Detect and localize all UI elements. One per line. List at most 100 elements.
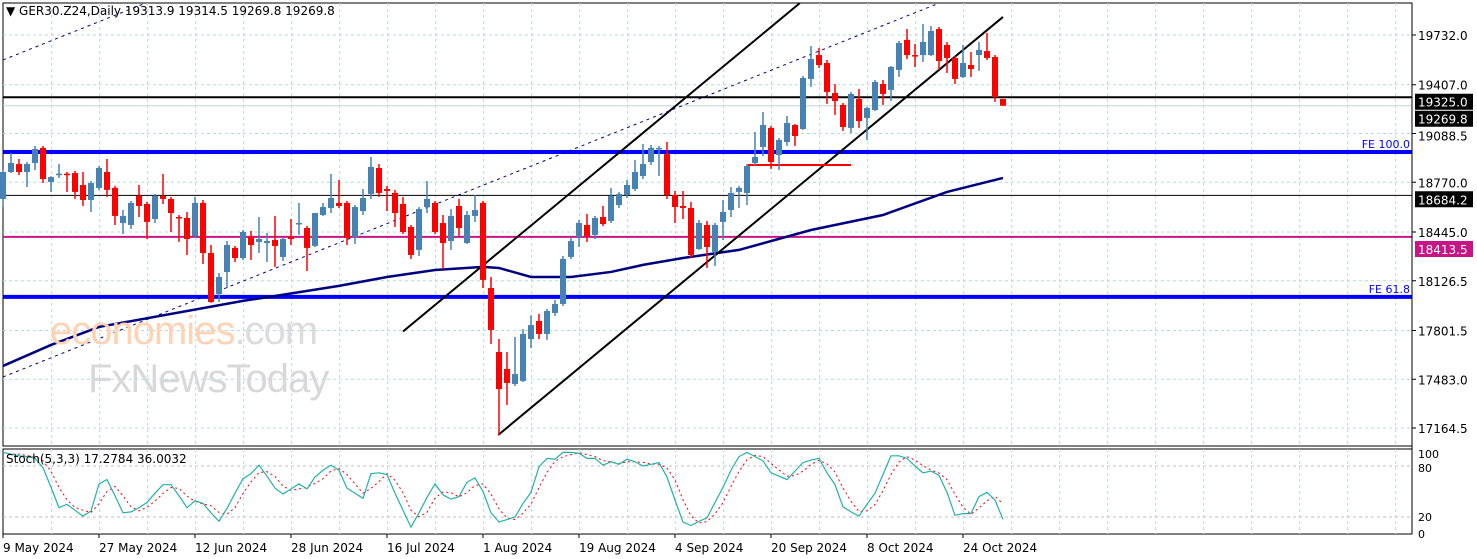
candle-body [920, 42, 926, 56]
candle [752, 131, 758, 167]
candle [288, 218, 294, 246]
candle-body [320, 207, 326, 216]
candle [352, 205, 358, 244]
candle-body [56, 173, 62, 176]
candle-body [968, 65, 974, 69]
candle-body [40, 147, 46, 180]
candle-body [480, 202, 486, 280]
candle [480, 200, 486, 289]
candle [256, 216, 262, 253]
candle [768, 125, 774, 169]
candle-body [880, 83, 886, 94]
candle [416, 207, 422, 257]
candle-body [392, 192, 398, 214]
candle-body [736, 187, 742, 192]
candle-body [608, 196, 614, 221]
candle-body [992, 57, 998, 97]
candle-body [632, 171, 638, 189]
date-tick-label: 1 Aug 2024 [483, 541, 552, 555]
candle [952, 55, 958, 84]
candle-body [336, 202, 342, 206]
candle-body [80, 185, 86, 201]
candle-body [328, 198, 334, 208]
candle-body [96, 168, 102, 188]
candle-body [696, 222, 702, 249]
candle [680, 190, 686, 219]
candle [920, 23, 926, 62]
candle-body [616, 194, 622, 206]
candle [88, 181, 94, 212]
price-tick-label: 19732.0 [1418, 29, 1468, 43]
candle [520, 329, 526, 383]
candle-body [280, 239, 286, 257]
candle [48, 176, 54, 192]
candle [144, 201, 150, 240]
candle-body [856, 98, 862, 122]
candle [640, 143, 646, 180]
candle [176, 215, 182, 242]
price-tag-label: 19269.8 [1418, 113, 1468, 127]
candle [72, 170, 78, 199]
candle [128, 200, 134, 229]
candle-body [272, 239, 278, 246]
candle-body [456, 205, 462, 229]
candle-body [88, 183, 94, 201]
candle [272, 215, 278, 267]
candle [656, 145, 662, 176]
collapse-triangle-icon[interactable]: ▼ [6, 4, 20, 18]
candle [16, 158, 22, 176]
candle [840, 102, 846, 131]
candle-body [232, 247, 238, 259]
candle [152, 194, 158, 223]
trendline-dotted-trend-upper [2, 2, 146, 61]
candle [736, 185, 742, 208]
candle [544, 308, 550, 340]
candle-body [48, 177, 54, 182]
candle-body [352, 207, 358, 237]
price-tag-label: 18413.5 [1418, 243, 1468, 257]
candle [800, 76, 806, 130]
ohlc-readout: 19313.9 19314.5 19269.8 19269.8 [124, 4, 335, 18]
candle-body [192, 202, 198, 236]
candle [568, 236, 574, 259]
candle [184, 211, 190, 255]
candle-body [560, 258, 566, 304]
candle [32, 145, 38, 171]
candle [560, 256, 566, 306]
candle-body [8, 162, 14, 172]
candle [624, 179, 630, 199]
candle-body [312, 213, 318, 246]
candle [240, 230, 246, 261]
price-tag-box [1415, 191, 1473, 208]
candle [64, 171, 70, 192]
candle-body [952, 57, 958, 79]
price-tag-label: 19325.0 [1418, 96, 1468, 110]
candle-body [816, 55, 822, 66]
candle-body [400, 203, 406, 232]
candle-body [552, 303, 558, 313]
candle-body [624, 185, 630, 195]
candle [760, 111, 766, 157]
candle-body [144, 203, 150, 222]
price-tick-label: 17801.5 [1418, 324, 1468, 338]
stoch-title: Stoch(5,3,3) 17.2784 36.0032 [6, 452, 187, 466]
candle-body [384, 188, 390, 191]
candle [704, 220, 710, 268]
candle-body [496, 352, 502, 390]
date-tick-label: 20 Sep 2024 [771, 541, 847, 555]
candle [248, 230, 254, 261]
candle-body [864, 108, 870, 118]
chart-title: ▼ GER30.Z24,Daily 19313.9 19314.5 19269.… [6, 4, 335, 18]
candle [600, 205, 606, 227]
candle-body [440, 222, 446, 244]
candle [192, 196, 198, 238]
candle [400, 196, 406, 234]
candle-body [264, 241, 270, 244]
candle [96, 166, 102, 190]
candle-body [504, 368, 510, 383]
candle-body [800, 78, 806, 129]
candle-body [744, 166, 750, 193]
candle-body [368, 166, 374, 195]
candle-body [120, 215, 126, 223]
